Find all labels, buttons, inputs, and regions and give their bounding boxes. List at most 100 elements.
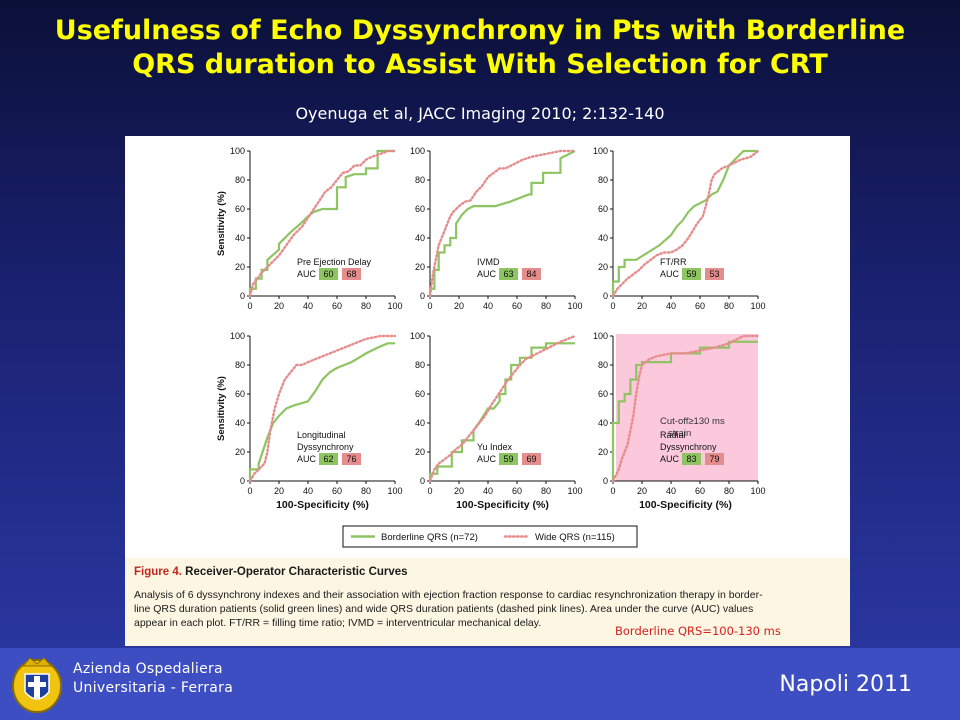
x-tick-label: 40 (483, 301, 493, 311)
slide-title-line1: Usefulness of Echo Dyssynchrony in Pts w… (54, 15, 906, 46)
auc-wide-value: 69 (526, 454, 536, 464)
x-tick-label: 100 (750, 486, 765, 496)
auc-borderline-box (682, 268, 701, 280)
slide-title: Usefulness of Echo Dyssynchrony in Pts w… (0, 14, 960, 82)
roc-plot-3: 00 20 20 40 40 60 60 80 80 100 100 FT/RR AUC 59 53 (593, 146, 766, 311)
y-tick-label: 80 (598, 175, 608, 185)
x-tick-label: 80 (724, 301, 734, 311)
x-tick-label: 80 (541, 301, 551, 311)
roc-plot-1: 00 20 20 40 40 60 60 80 80 100 100 Sensitivity (%) P… (216, 146, 403, 311)
y-tick-label: 60 (598, 389, 608, 399)
auc-borderline-value: 59 (686, 269, 696, 279)
y-tick-label: 20 (415, 447, 425, 457)
y-tick-label: 20 (235, 262, 245, 272)
index-label: Longitudinal (297, 430, 346, 440)
auc-borderline-value: 59 (503, 454, 513, 464)
x-tick-label: 60 (512, 301, 522, 311)
caption-line-3: appear in each plot. FT/RR = filling tim… (134, 617, 542, 629)
organization-line2: Universitaria - Ferrara (73, 680, 234, 696)
auc-wide-value: 53 (709, 269, 719, 279)
index-label: Radial (660, 430, 686, 440)
auc-borderline-value: 63 (503, 269, 513, 279)
auc-label: AUC (660, 454, 680, 464)
wide-roc-line (611, 334, 760, 483)
x-tick-label: 0 (427, 486, 432, 496)
wide-roc-line (428, 149, 577, 298)
auc-label: AUC (477, 454, 497, 464)
legend-box (342, 525, 638, 548)
caption-line-2: line QRS duration patients (solid green … (134, 603, 754, 615)
cutoff-label: Cut-off≥130 ms (660, 416, 725, 427)
auc-label: AUC (297, 269, 317, 279)
x-tick-label: 80 (361, 301, 371, 311)
x-tick-label: 60 (695, 486, 705, 496)
x-tick-label: 0 (610, 301, 615, 311)
y-tick-label: 0 (603, 476, 608, 486)
chart-legend: Borderline QRS (n=72) Wide QRS (n=115) (342, 525, 638, 548)
y-tick-label: 60 (235, 204, 245, 214)
wide-roc-line (248, 334, 397, 483)
y-tick-label: 40 (598, 418, 608, 428)
y-tick-label: 100 (593, 146, 608, 156)
organization-line1: Azienda Ospedaliera (73, 661, 223, 677)
x-tick-label: 0 (610, 486, 615, 496)
x-tick-label: 20 (274, 301, 284, 311)
auc-wide-value: 79 (709, 454, 719, 464)
x-tick-label: 60 (695, 301, 705, 311)
auc-wide-box (705, 453, 724, 465)
auc-wide-value: 68 (346, 269, 356, 279)
y-tick-label: 100 (593, 331, 608, 341)
x-tick-label: 100 (387, 301, 402, 311)
x-axis-label: 100-Specificity (%) (456, 499, 549, 511)
borderline-roc-line (248, 342, 395, 481)
auc-wide-value: 84 (526, 269, 536, 279)
x-tick-label: 100 (387, 486, 402, 496)
auc-wide-box (705, 268, 724, 280)
auc-borderline-value: 62 (323, 454, 333, 464)
y-tick-label: 40 (415, 233, 425, 243)
y-tick-label: 80 (235, 360, 245, 370)
x-tick-label: 80 (361, 486, 371, 496)
x-tick-label: 0 (247, 301, 252, 311)
roc-plot-6: 00 20 20 40 40 60 60 80 80 100 100 100-Specificity … (593, 331, 766, 511)
auc-label: AUC (297, 454, 317, 464)
x-tick-label: 40 (483, 486, 493, 496)
y-tick-label: 40 (415, 418, 425, 428)
caption-figure-label: Figure 4. (134, 566, 182, 578)
auc-label: AUC (660, 269, 680, 279)
borderline-roc-line (611, 149, 758, 296)
caption-line-1: Analysis of 6 dyssynchrony indexes and t… (134, 589, 763, 601)
index-label: Dyssynchrony (297, 442, 354, 452)
hospital-crest-icon (12, 657, 62, 713)
roc-plot-2: 00 20 20 40 40 60 60 80 80 100 100 IVMD AUC 63 84 (410, 146, 583, 311)
y-tick-label: 100 (410, 331, 425, 341)
wide-roc-line (248, 149, 397, 298)
borderline-roc-line (611, 340, 758, 481)
strain-label: strain (668, 428, 691, 439)
auc-borderline-box (682, 453, 701, 465)
y-tick-label: 40 (598, 233, 608, 243)
y-tick-label: 20 (235, 447, 245, 457)
x-tick-label: 80 (541, 486, 551, 496)
caption-body: Analysis of 6 dyssynchrony indexes and t… (134, 588, 834, 630)
y-tick-label: 80 (598, 360, 608, 370)
y-tick-label: 80 (415, 360, 425, 370)
y-axis-label: Sensitivity (%) (216, 191, 227, 256)
organization-name: Azienda Ospedaliera Universitaria - Ferr… (73, 660, 233, 698)
x-tick-label: 80 (724, 486, 734, 496)
x-tick-label: 40 (303, 301, 313, 311)
x-tick-label: 100 (750, 301, 765, 311)
x-tick-label: 0 (427, 301, 432, 311)
x-axis-label: 100-Specificity (%) (639, 499, 732, 511)
caption-figure-title: Receiver-Operator Characteristic Curves (185, 566, 408, 578)
x-tick-label: 60 (332, 301, 342, 311)
y-tick-label: 80 (415, 175, 425, 185)
y-tick-label: 20 (415, 262, 425, 272)
y-tick-label: 0 (420, 476, 425, 486)
y-tick-label: 60 (598, 204, 608, 214)
x-tick-label: 0 (247, 486, 252, 496)
y-tick-label: 0 (240, 476, 245, 486)
auc-wide-box (522, 268, 541, 280)
x-tick-label: 20 (637, 486, 647, 496)
y-tick-label: 60 (415, 204, 425, 214)
